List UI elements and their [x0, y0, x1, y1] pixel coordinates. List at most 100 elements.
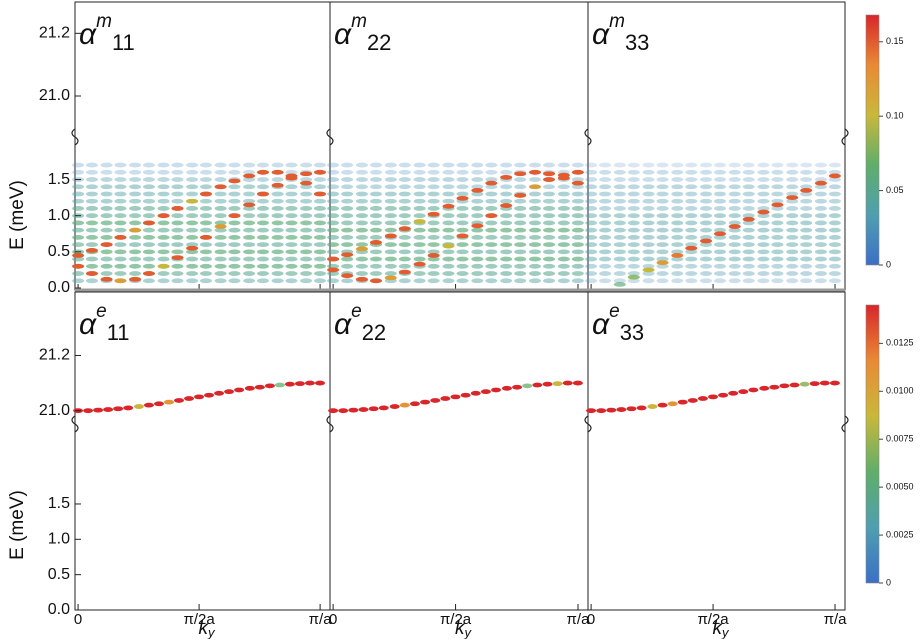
level-point — [742, 206, 755, 211]
band-point — [687, 398, 698, 403]
level-point — [142, 234, 155, 240]
colorbar — [865, 304, 880, 584]
level-point — [129, 263, 142, 269]
level-point — [72, 256, 85, 262]
level-point — [786, 234, 799, 240]
level-point — [384, 249, 397, 255]
level-point — [671, 206, 684, 211]
level-point — [355, 227, 368, 233]
band-point — [677, 399, 688, 405]
level-point — [456, 263, 469, 269]
band-point — [442, 243, 455, 249]
x-axis-label: ky — [199, 618, 217, 639]
level-point — [186, 213, 199, 219]
level-point — [757, 249, 770, 255]
level-point — [256, 198, 269, 204]
level-point — [685, 271, 698, 276]
level-point — [171, 213, 184, 219]
level-point — [800, 206, 813, 211]
level-point — [514, 271, 527, 276]
level-point — [543, 249, 556, 255]
band-point — [786, 195, 799, 201]
level-point — [214, 263, 227, 269]
level-point — [129, 198, 142, 204]
level-point — [129, 271, 142, 276]
level-point — [413, 249, 426, 255]
level-point — [471, 184, 484, 190]
level-point — [369, 271, 382, 276]
level-point — [100, 220, 113, 226]
level-point — [757, 198, 770, 204]
level-point — [199, 213, 212, 219]
level-point — [442, 249, 455, 255]
level-point — [427, 242, 440, 248]
level-point — [355, 184, 368, 190]
y-tick-label: 1.0 — [48, 207, 70, 224]
level-point — [171, 249, 184, 255]
level-point — [786, 198, 799, 204]
level-point — [142, 256, 155, 262]
level-point — [599, 169, 612, 175]
level-point — [786, 184, 799, 190]
level-point — [471, 198, 484, 204]
level-point — [186, 206, 199, 211]
panel-title: αe22 — [334, 301, 386, 345]
band-point — [153, 401, 164, 407]
level-point — [671, 184, 684, 190]
band-point — [460, 392, 471, 398]
level-point — [114, 198, 127, 204]
level-point — [514, 249, 527, 255]
level-point — [627, 198, 640, 204]
level-point — [427, 263, 440, 269]
level-point — [700, 256, 713, 262]
level-point — [771, 271, 784, 276]
band-point — [157, 213, 170, 219]
level-point — [685, 198, 698, 204]
level-point — [85, 242, 98, 248]
level-point — [671, 191, 684, 197]
level-point — [613, 169, 626, 175]
level-point — [500, 234, 513, 240]
band-point — [129, 227, 142, 233]
level-point — [757, 169, 770, 175]
band-point — [738, 389, 749, 395]
level-point — [256, 220, 269, 226]
level-point — [757, 271, 770, 276]
level-point — [228, 191, 241, 197]
level-point — [571, 256, 584, 262]
level-point — [100, 234, 113, 240]
level-point — [285, 263, 298, 269]
band-point — [586, 408, 597, 414]
level-point — [142, 227, 155, 233]
level-point — [398, 220, 411, 226]
level-point — [129, 213, 142, 219]
band-point — [613, 281, 626, 287]
level-point — [543, 256, 556, 262]
level-point — [627, 263, 640, 269]
level-point — [327, 242, 340, 248]
level-point — [627, 271, 640, 276]
level-point — [585, 206, 598, 211]
level-point — [700, 213, 713, 219]
level-point — [656, 256, 669, 262]
band-point — [742, 216, 755, 222]
level-point — [742, 184, 755, 190]
level-point — [398, 177, 411, 182]
level-point — [557, 206, 570, 211]
level-point — [413, 169, 426, 175]
level-point — [514, 234, 527, 240]
level-point — [256, 227, 269, 233]
level-point — [100, 198, 113, 204]
level-point — [384, 169, 397, 175]
level-point — [800, 242, 813, 248]
level-point — [528, 227, 541, 233]
level-point — [327, 263, 340, 269]
level-point — [427, 169, 440, 175]
panel-title-sub: 11 — [107, 320, 130, 345]
level-point — [142, 191, 155, 197]
level-point — [685, 227, 698, 233]
level-point — [685, 162, 698, 168]
level-point — [214, 271, 227, 276]
level-point — [685, 169, 698, 175]
level-point — [471, 169, 484, 175]
